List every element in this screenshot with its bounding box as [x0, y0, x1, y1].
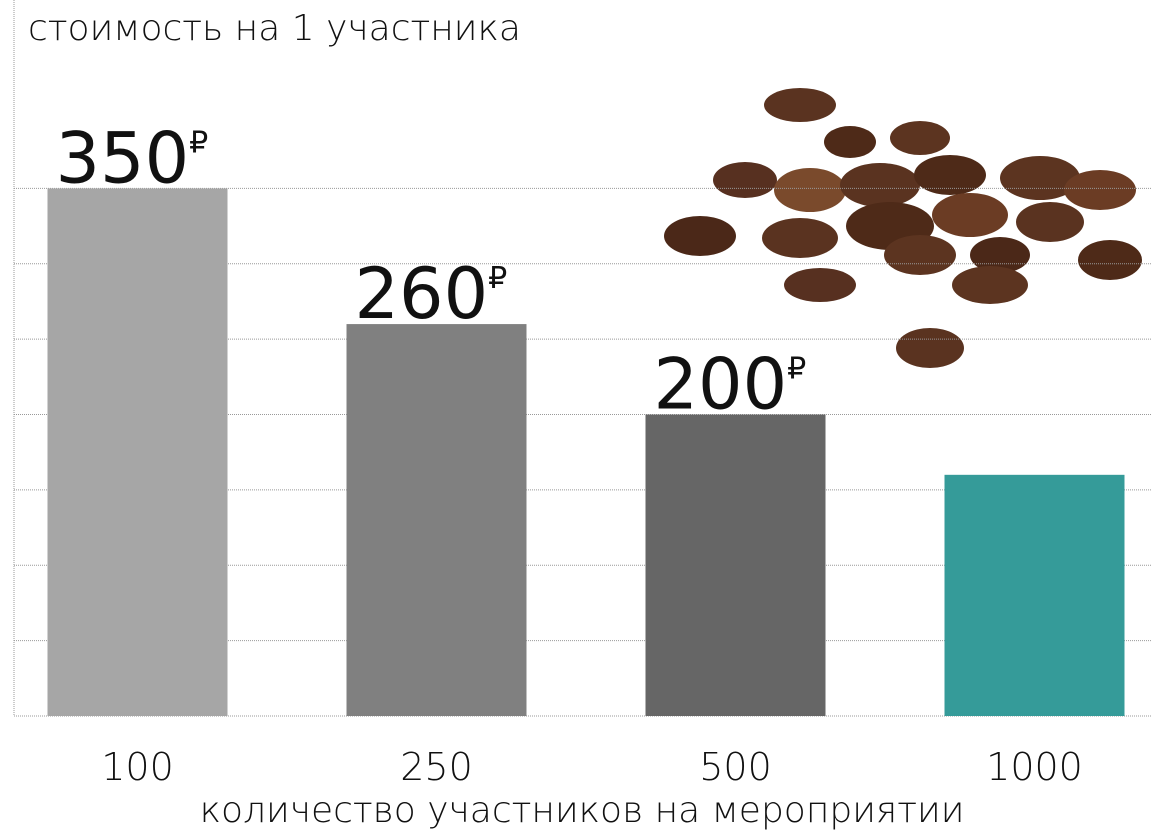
x-tick-label: 1000: [986, 745, 1083, 789]
bar: [346, 324, 527, 716]
coffee-beans: [664, 88, 1142, 368]
bar: [944, 474, 1125, 716]
x-tick-label: 500: [699, 745, 772, 789]
x-tick-label: 100: [101, 745, 174, 789]
value-label: 350₽: [56, 117, 209, 199]
chart-title: стоимость на 1 участника: [28, 8, 521, 49]
x-axis-title: количество участников на мероприятии: [200, 790, 965, 831]
value-label: 260₽: [355, 253, 508, 335]
bar: [645, 414, 826, 716]
x-tick-label: 250: [400, 745, 473, 789]
value-label: 200₽: [654, 344, 807, 426]
bar: [47, 188, 228, 717]
